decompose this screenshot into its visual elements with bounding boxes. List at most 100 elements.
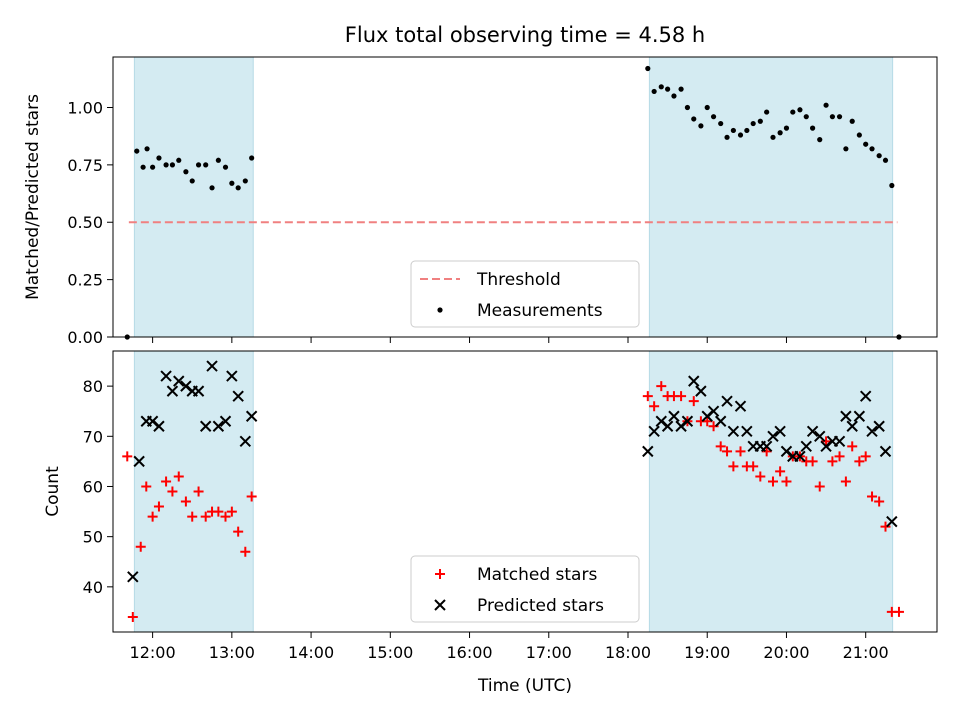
matched-point (847, 441, 858, 452)
matched-point (755, 471, 766, 482)
matched-point (814, 481, 825, 492)
y-tick-label: 70 (83, 427, 103, 446)
measurement-point (764, 109, 770, 115)
predicted-point (695, 385, 707, 397)
observing-window (133, 56, 254, 338)
x-tick-label: 18:00 (605, 643, 651, 662)
measurement-point (843, 146, 849, 152)
measurement-point (189, 178, 195, 184)
matched-point (775, 466, 786, 477)
matched-point (213, 506, 224, 517)
predicted-point (688, 375, 700, 387)
top-panel-frame (112, 56, 938, 338)
predicted-point (661, 420, 674, 432)
predicted-point (127, 571, 139, 583)
top-y-ticks: 0.00 0.25 0.50 0.75 1.00 (67, 98, 113, 347)
measurement-point (777, 130, 783, 136)
measurement-point (797, 107, 803, 113)
matched-point (226, 506, 237, 517)
measurement-point (803, 114, 809, 120)
matched-point (781, 476, 792, 487)
measurement-point (678, 86, 684, 92)
matched-point (220, 511, 231, 522)
measurement-point (724, 134, 730, 140)
matched-point (893, 606, 904, 617)
y-tick-label: 50 (83, 528, 103, 547)
predicted-point (760, 440, 773, 453)
matched-point (688, 396, 699, 407)
predicted-point (814, 430, 826, 443)
bottom-legend: Matched stars Predicted stars (410, 555, 640, 623)
predicted-point (668, 410, 680, 422)
matched-point (728, 461, 739, 472)
matched-point (135, 541, 146, 552)
matched-point (874, 496, 885, 507)
matched-point (860, 451, 871, 462)
predicted-point (727, 425, 740, 437)
measurement-point (704, 104, 710, 111)
measurement-point (691, 116, 697, 122)
measurement-point (737, 132, 744, 138)
x-tick-label: 16:00 (446, 643, 492, 662)
measurement-point (698, 123, 704, 129)
measurement-point (222, 164, 229, 170)
legend-label: Measurements (477, 301, 603, 321)
x-tick-label: 19:00 (684, 643, 730, 662)
chart-title: Flux total observing time = 4.58 h (345, 23, 705, 47)
matched-point (748, 461, 759, 472)
y-tick-label: 40 (83, 578, 103, 597)
matched-point (880, 521, 891, 532)
legend-marker-swatch (434, 599, 446, 611)
measurement-point (710, 114, 717, 120)
measurement-point (829, 114, 836, 120)
bottom-y-ticks: 40 50 60 70 80 (83, 377, 113, 597)
x-tick-label: 12:00 (130, 643, 176, 662)
measurement-point (684, 104, 691, 111)
predicted-point (642, 445, 654, 458)
matched-point (656, 381, 667, 392)
x-tick-label: 14:00 (288, 643, 334, 662)
matched-point (715, 441, 726, 452)
matched-point (821, 436, 832, 447)
predicted-point (840, 410, 852, 422)
measurement-point (176, 157, 182, 163)
predicted-point (714, 415, 727, 427)
top-measurement-points (124, 65, 902, 340)
matched-point (827, 456, 838, 467)
measurement-point (783, 125, 790, 131)
top-observing-windows (133, 56, 894, 338)
predicted-point (160, 370, 172, 382)
predicted-point (681, 415, 694, 427)
predicted-point (173, 375, 185, 387)
matched-point (193, 486, 204, 497)
measurement-point (836, 114, 843, 120)
predicted-point (859, 390, 872, 402)
predicted-point (767, 430, 779, 443)
predicted-point (153, 420, 165, 432)
y-tick-label: 1.00 (67, 98, 103, 117)
measurement-point (235, 185, 241, 191)
legend-label: Predicted stars (477, 596, 604, 616)
x-tick-label: 21:00 (843, 643, 889, 662)
top-y-axis-label: Matched/Predicted stars (23, 94, 43, 300)
measurement-point (156, 155, 162, 161)
y-tick-label: 80 (83, 377, 103, 396)
predicted-point (707, 405, 720, 417)
predicted-point (133, 455, 145, 468)
legend-label: Matched stars (477, 565, 597, 585)
measurement-point (169, 162, 176, 168)
measurement-point (744, 127, 750, 134)
measurement-point (150, 164, 156, 170)
legend-marker-swatch (437, 307, 443, 313)
measurement-point (876, 153, 882, 159)
measurement-point (882, 157, 889, 163)
matched-point (676, 391, 687, 402)
measurement-point (140, 164, 146, 170)
x-tick-label: 20:00 (763, 643, 809, 662)
measurement-point (651, 88, 657, 95)
predicted-point (734, 400, 747, 412)
matched-point (649, 401, 660, 412)
measurement-point (203, 162, 209, 168)
measurement-point (665, 86, 671, 92)
measurement-point (730, 127, 736, 134)
